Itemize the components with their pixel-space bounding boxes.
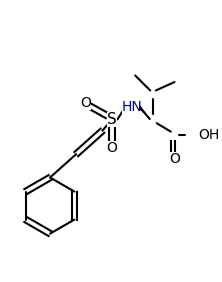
Text: S: S xyxy=(107,112,117,127)
Text: OH: OH xyxy=(198,128,219,142)
Polygon shape xyxy=(140,106,150,120)
Text: O: O xyxy=(169,152,180,166)
Text: O: O xyxy=(106,140,117,155)
Text: O: O xyxy=(80,96,91,110)
Text: HN: HN xyxy=(122,100,143,114)
